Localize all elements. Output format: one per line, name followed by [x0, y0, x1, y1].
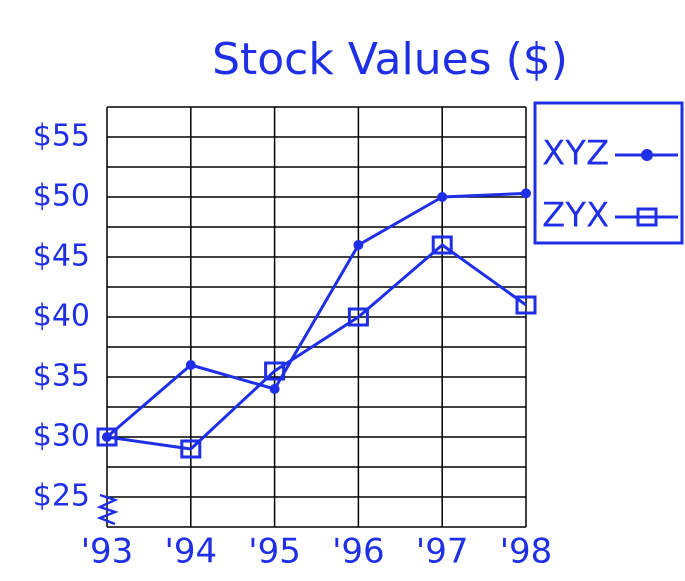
- legend-marker: [641, 149, 653, 161]
- data-point: [521, 188, 531, 198]
- x-tick-label: '97: [416, 532, 469, 572]
- y-tick-label: $25: [33, 479, 90, 514]
- y-tick-label: $35: [33, 359, 90, 394]
- y-tick-label: $40: [33, 299, 90, 334]
- series-line: [107, 193, 526, 437]
- x-tick-label: '98: [500, 532, 553, 572]
- chart: Stock Values ($) $25 $30 $35 $40 $45 $50 $55 '9…: [0, 0, 685, 581]
- x-tick-label: '93: [81, 532, 134, 572]
- legend-label: ZYX: [542, 196, 609, 236]
- data-point: [270, 384, 280, 394]
- y-tick-label: $50: [33, 179, 90, 214]
- y-tick-label: $30: [33, 419, 90, 454]
- chart-title: Stock Values ($): [212, 34, 568, 85]
- x-tick-label: '96: [332, 532, 385, 572]
- data-point: [353, 240, 363, 250]
- y-tick-label: $45: [33, 239, 90, 274]
- data-point: [186, 360, 196, 370]
- y-tick-label: $55: [33, 119, 90, 154]
- x-tick-label: '94: [164, 532, 217, 572]
- data-point: [437, 192, 447, 202]
- x-tick-label: '95: [248, 532, 301, 572]
- legend-label: XYZ: [542, 134, 609, 174]
